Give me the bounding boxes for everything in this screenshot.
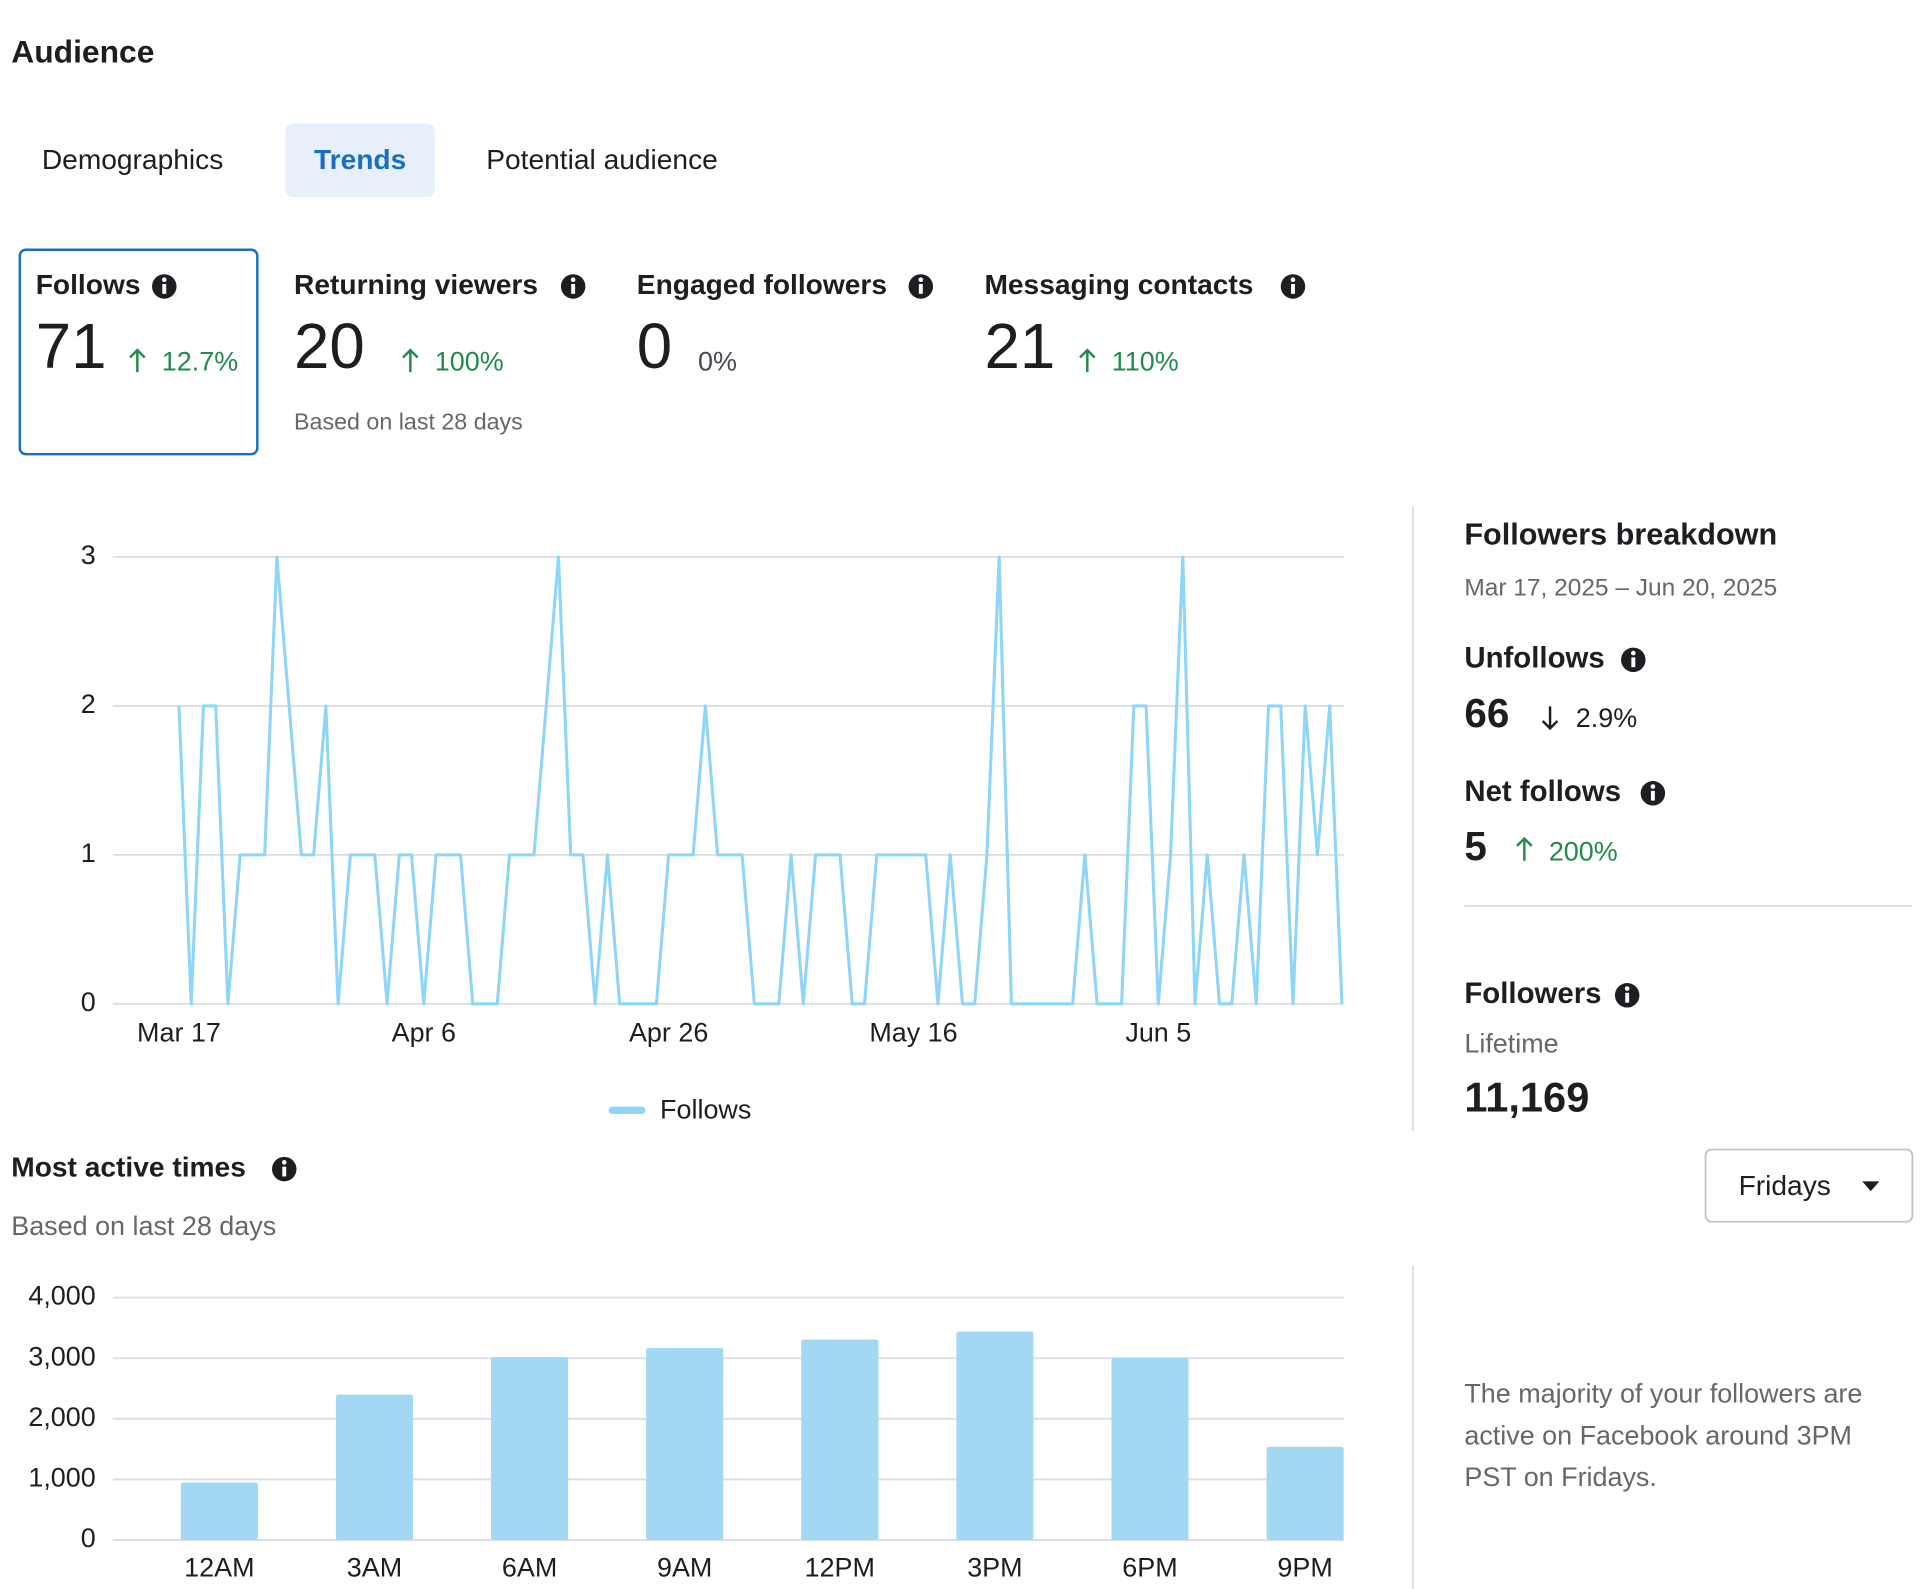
x-tick-label: 12PM	[805, 1553, 875, 1583]
page-title: Audience	[11, 33, 154, 69]
unfollows-label: Unfollows	[1464, 642, 1604, 675]
x-tick-label: 3AM	[347, 1553, 402, 1583]
x-tick-label: 6PM	[1122, 1553, 1177, 1583]
x-tick-label: 3PM	[967, 1553, 1022, 1583]
metric-change: 100%	[435, 347, 504, 377]
active-tab-bg	[285, 123, 435, 198]
y-tick-label: 0	[81, 987, 96, 1017]
net-follows-value: 5	[1464, 823, 1486, 869]
tab[interactable]: Demographics	[42, 144, 223, 175]
up-arrow	[1515, 837, 1533, 862]
tab[interactable]: Trends	[314, 144, 406, 175]
line-series	[177, 555, 1344, 1006]
x-tick-label: 9PM	[1277, 1553, 1332, 1583]
up-arrow	[1078, 348, 1096, 374]
metric-value: 21	[984, 311, 1055, 382]
metric-label: Follows	[36, 269, 141, 300]
section-title: Most active times	[11, 1152, 246, 1183]
y-tick-label: 3	[81, 540, 96, 570]
section-subtitle: Based on last 28 days	[11, 1211, 276, 1241]
bar	[180, 1482, 258, 1541]
metric-card-selected[interactable]	[18, 248, 259, 456]
metric-label: Messaging contacts	[984, 269, 1253, 300]
y-tick-label: 2,000	[28, 1402, 95, 1432]
info-icon[interactable]	[1621, 647, 1646, 673]
tab[interactable]: Potential audience	[486, 144, 718, 175]
followers-label: Followers	[1464, 977, 1601, 1010]
info-icon[interactable]	[1280, 274, 1306, 299]
y-tick-label: 0	[81, 1523, 96, 1553]
metric-change: 0%	[698, 347, 737, 377]
dropdown-caret	[1862, 1181, 1880, 1192]
x-tick-label: May 16	[869, 1018, 957, 1048]
metric-change: 12.7%	[162, 347, 238, 377]
followers-value: 11,169	[1464, 1074, 1589, 1121]
info-icon[interactable]	[1614, 983, 1640, 1008]
info-icon[interactable]	[272, 1156, 297, 1182]
followers-period: Lifetime	[1464, 1029, 1558, 1059]
up-arrow	[128, 348, 146, 374]
x-tick-label: Jun 5	[1125, 1018, 1191, 1048]
info-icon[interactable]	[560, 274, 586, 299]
y-tick-label: 4,000	[28, 1281, 95, 1311]
metric-change: 110%	[1112, 347, 1179, 377]
dropdown[interactable]	[1704, 1148, 1914, 1223]
dropdown-label: Fridays	[1739, 1170, 1831, 1201]
bar	[801, 1339, 879, 1541]
metric-value: 0	[637, 311, 672, 382]
y-tick-label: 3,000	[28, 1341, 95, 1371]
metric-label: Returning viewers	[294, 269, 538, 300]
legend-label: Follows	[660, 1095, 751, 1125]
y-tick-label: 1,000	[28, 1463, 95, 1493]
info-icon[interactable]	[152, 274, 177, 299]
unfollows-value: 66	[1464, 690, 1509, 736]
y-tick-label: 2	[81, 689, 96, 719]
bar	[1111, 1357, 1189, 1541]
x-tick-label: 9AM	[657, 1553, 712, 1583]
bar	[1266, 1446, 1344, 1541]
metrics-note: Based on last 28 days	[294, 409, 523, 435]
up-arrow	[401, 348, 419, 374]
breakdown-title: Followers breakdown	[1464, 517, 1777, 551]
bar	[335, 1394, 414, 1541]
note-line: active on Facebook around 3PM	[1464, 1420, 1852, 1450]
x-tick-label: Apr 26	[629, 1018, 708, 1048]
bar	[956, 1331, 1034, 1541]
metric-value: 20	[294, 311, 365, 382]
metric-label: Engaged followers	[637, 269, 887, 300]
note-line: The majority of your followers are	[1464, 1379, 1862, 1409]
y-tick-label: 1	[81, 838, 96, 868]
info-icon[interactable]	[908, 274, 934, 299]
info-icon[interactable]	[1640, 781, 1666, 806]
note-line: PST on Fridays.	[1464, 1462, 1657, 1492]
unfollows-change: 2.9%	[1576, 703, 1637, 733]
down-arrow	[1541, 705, 1559, 730]
bar	[491, 1357, 569, 1541]
x-tick-label: Apr 6	[392, 1018, 456, 1048]
breakdown-dates: Mar 17, 2025 – Jun 20, 2025	[1464, 574, 1777, 601]
net-follows-label: Net follows	[1464, 775, 1621, 808]
net-follows-change: 200%	[1549, 836, 1618, 866]
x-tick-label: 6AM	[502, 1553, 557, 1583]
bar	[646, 1347, 724, 1541]
x-tick-label: 12AM	[184, 1553, 254, 1583]
x-tick-label: Mar 17	[137, 1018, 221, 1048]
metric-value: 71	[36, 311, 107, 382]
